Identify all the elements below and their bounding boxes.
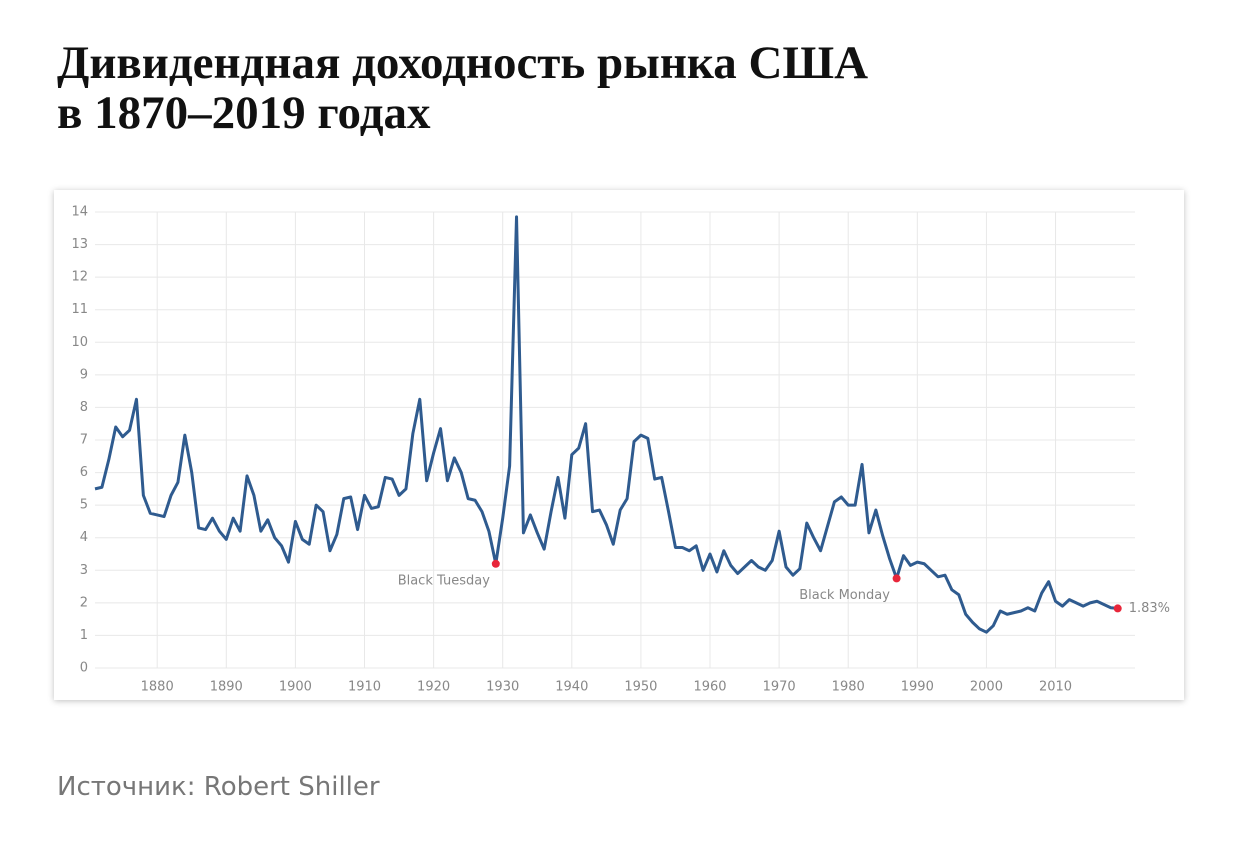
x-tick-label: 1940 (555, 680, 588, 695)
x-tick-label: 1950 (624, 680, 657, 695)
y-tick-label: 5 (80, 498, 88, 513)
x-tick-label: 1890 (210, 680, 243, 695)
annotation-dot (892, 574, 901, 583)
y-tick-label: 9 (80, 367, 88, 382)
x-tick-label: 1910 (348, 680, 381, 695)
x-tick-label: 1900 (279, 680, 312, 695)
y-tick-label: 1 (80, 628, 88, 643)
annotation-label: Black Monday (799, 588, 890, 603)
title: Дивидендная доходность рынка США в 1870–… (57, 38, 868, 138)
y-tick-label: 11 (71, 302, 88, 317)
y-tick-label: 14 (71, 205, 88, 220)
x-tick-label: 1930 (486, 680, 519, 695)
y-tick-label: 10 (71, 335, 88, 350)
y-tick-label: 0 (80, 661, 88, 676)
line (94, 215, 1118, 634)
title-line: в 1870–2019 годах (57, 87, 431, 139)
annotation-dot (1113, 604, 1122, 613)
x-tick-label: 2000 (970, 680, 1003, 695)
y-tick-label: 4 (80, 530, 88, 545)
x-tick-label: 1960 (693, 680, 726, 695)
y-tick-label: 8 (80, 400, 88, 415)
x-tick-label: 1920 (417, 680, 450, 695)
source-name: Robert Shiller (203, 772, 380, 802)
x-tick-label: 1880 (141, 680, 174, 695)
source-label: Источник: (57, 772, 196, 802)
y-tick-label: 13 (71, 237, 88, 252)
x-tick-label: 1980 (832, 680, 865, 695)
x-tick-label: 1970 (763, 680, 796, 695)
y-tick-label: 7 (80, 433, 88, 448)
annotation-label: 1.83% (1129, 601, 1170, 616)
y-tick-label: 6 (80, 465, 88, 480)
annotation-dot (491, 559, 500, 568)
title-line: Дивидендная доходность рынка США (57, 37, 869, 89)
x-tick-label: 2010 (1039, 680, 1072, 695)
x-tick-label: 1990 (901, 680, 934, 695)
chart-card (54, 190, 1184, 700)
y-tick-label: 12 (71, 270, 88, 285)
y-tick-label: 3 (80, 563, 88, 578)
y-tick-label: 2 (80, 595, 88, 610)
annotation-label: Black Tuesday (398, 573, 491, 588)
source: Источник: Robert Shiller (57, 772, 380, 802)
